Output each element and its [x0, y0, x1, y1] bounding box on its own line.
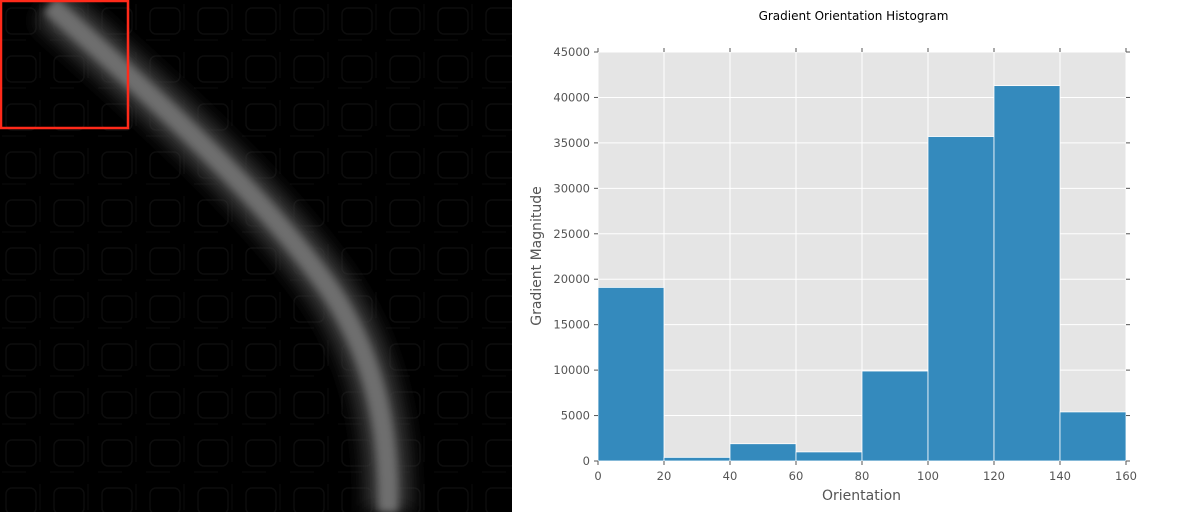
x-axis-label: Orientation	[822, 488, 901, 504]
x-tick-label: 100	[917, 469, 939, 483]
y-axis-label: Gradient Magnitude	[529, 186, 545, 326]
histogram-bar	[1059, 411, 1127, 462]
gradient-image-panel	[0, 0, 512, 512]
y-tick-label: 35000	[553, 136, 590, 150]
gradient-image	[0, 0, 512, 512]
x-tick-label: 40	[723, 469, 738, 483]
histogram-panel: Gradient Orientation Histogram Orientati…	[512, 0, 1194, 512]
gradient-orientation-histogram: Gradient Orientation Histogram Orientati…	[529, 9, 1137, 504]
histogram-bar	[795, 451, 863, 462]
histogram-bar	[597, 287, 665, 462]
y-tick-label: 5000	[561, 409, 590, 423]
histogram-bar	[663, 456, 731, 462]
image-texture	[0, 0, 512, 512]
y-tick-label: 10000	[553, 363, 590, 377]
y-tick-label: 0	[583, 454, 590, 468]
y-tick-label: 25000	[553, 227, 590, 241]
x-tick-label: 140	[1049, 469, 1071, 483]
y-tick-label: 45000	[553, 45, 590, 59]
x-tick-label: 120	[983, 469, 1005, 483]
histogram-bar	[927, 136, 995, 462]
plot-area: 0 20 40 60 80 100 120 140 160 0 5000 10000 15000 2000…	[553, 45, 1137, 483]
y-tick-label: 30000	[553, 181, 590, 195]
x-tick-label: 20	[657, 469, 672, 483]
y-tick-label: 40000	[553, 90, 590, 104]
x-tick-label: 160	[1115, 469, 1137, 483]
x-tick-label: 80	[855, 469, 870, 483]
histogram-bar	[861, 370, 929, 462]
x-tick-label: 60	[789, 469, 804, 483]
chart-title: Gradient Orientation Histogram	[759, 9, 949, 23]
highlight-box	[0, 0, 130, 130]
histogram-bar	[729, 443, 797, 462]
histogram-bar	[993, 85, 1061, 462]
y-tick-label: 15000	[553, 318, 590, 332]
x-tick-label: 0	[594, 469, 601, 483]
y-tick-label: 20000	[553, 272, 590, 286]
bright-streak	[43, 0, 399, 512]
